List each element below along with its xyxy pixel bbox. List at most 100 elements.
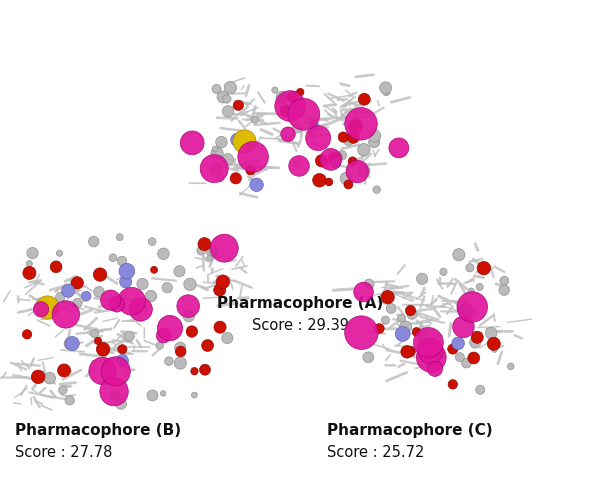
Point <box>381 84 391 92</box>
Point <box>55 294 65 301</box>
Point <box>122 267 131 275</box>
Point <box>292 160 301 168</box>
Point <box>329 154 339 162</box>
Point <box>380 316 390 324</box>
Point <box>475 386 485 394</box>
Point <box>454 251 464 259</box>
Point <box>349 134 358 141</box>
Point <box>337 152 347 159</box>
Point <box>372 186 382 193</box>
Point <box>417 339 427 347</box>
Point <box>108 254 118 261</box>
Point <box>317 157 326 165</box>
Point <box>320 160 330 168</box>
Point <box>292 124 302 132</box>
Point <box>67 340 77 347</box>
Point <box>218 278 227 286</box>
Point <box>109 388 119 396</box>
Point <box>250 116 260 124</box>
Point <box>175 267 184 275</box>
Point <box>89 238 98 245</box>
Point <box>112 300 122 308</box>
Point <box>146 292 156 300</box>
Point <box>59 366 69 374</box>
Point <box>246 166 256 174</box>
Point <box>28 249 37 257</box>
Point <box>461 307 470 315</box>
Point <box>51 263 61 271</box>
Point <box>248 153 258 161</box>
Point <box>165 324 175 332</box>
Point <box>121 278 130 286</box>
Point <box>82 292 91 300</box>
Point <box>326 156 335 163</box>
Point <box>115 233 125 241</box>
Point <box>331 159 341 167</box>
Point <box>490 346 499 353</box>
Point <box>406 347 415 355</box>
Point <box>338 133 348 141</box>
Point <box>210 145 220 153</box>
Point <box>231 174 241 182</box>
Point <box>295 88 305 96</box>
Point <box>353 168 362 175</box>
Point <box>500 277 509 285</box>
Point <box>73 299 82 307</box>
Point <box>200 240 209 248</box>
Point <box>344 181 353 189</box>
Point <box>398 330 407 338</box>
Point <box>465 264 475 272</box>
Point <box>215 286 224 294</box>
Point <box>155 342 164 349</box>
Point <box>159 332 169 340</box>
Point <box>294 162 304 170</box>
Point <box>418 275 427 283</box>
Point <box>359 95 369 103</box>
Point <box>412 328 421 336</box>
Point <box>190 367 199 375</box>
Point <box>65 397 74 404</box>
Point <box>218 93 228 101</box>
Text: Pharmacophore (B): Pharmacophore (B) <box>15 423 181 437</box>
Point <box>448 345 458 353</box>
Point <box>479 264 488 272</box>
Point <box>118 346 127 353</box>
Point <box>364 353 373 361</box>
Point <box>200 366 210 374</box>
Point <box>277 93 287 101</box>
Point <box>370 138 379 146</box>
Point <box>148 238 157 245</box>
Point <box>175 359 185 367</box>
Point <box>116 399 126 407</box>
Point <box>427 353 436 361</box>
Point <box>334 153 343 161</box>
Point <box>394 144 404 152</box>
Point <box>453 339 463 347</box>
Point <box>285 102 295 110</box>
Point <box>469 354 479 362</box>
Point <box>289 93 298 101</box>
Point <box>22 330 32 338</box>
Point <box>184 302 193 310</box>
Point <box>430 365 440 373</box>
Point <box>163 284 172 292</box>
Text: Pharmacophore (C): Pharmacophore (C) <box>327 423 493 437</box>
Point <box>61 311 71 318</box>
Point <box>98 367 107 375</box>
Point <box>36 306 46 313</box>
Point <box>364 280 374 288</box>
Point <box>25 269 34 277</box>
Point <box>470 309 480 317</box>
Point <box>58 386 68 394</box>
Point <box>308 130 317 138</box>
Point <box>233 136 242 144</box>
Point <box>94 288 104 295</box>
Point <box>461 359 471 367</box>
Point <box>190 391 199 399</box>
Point <box>118 357 127 364</box>
Point <box>223 334 232 342</box>
Point <box>34 373 43 381</box>
Point <box>217 138 226 146</box>
Point <box>117 257 127 265</box>
Point <box>466 287 476 295</box>
